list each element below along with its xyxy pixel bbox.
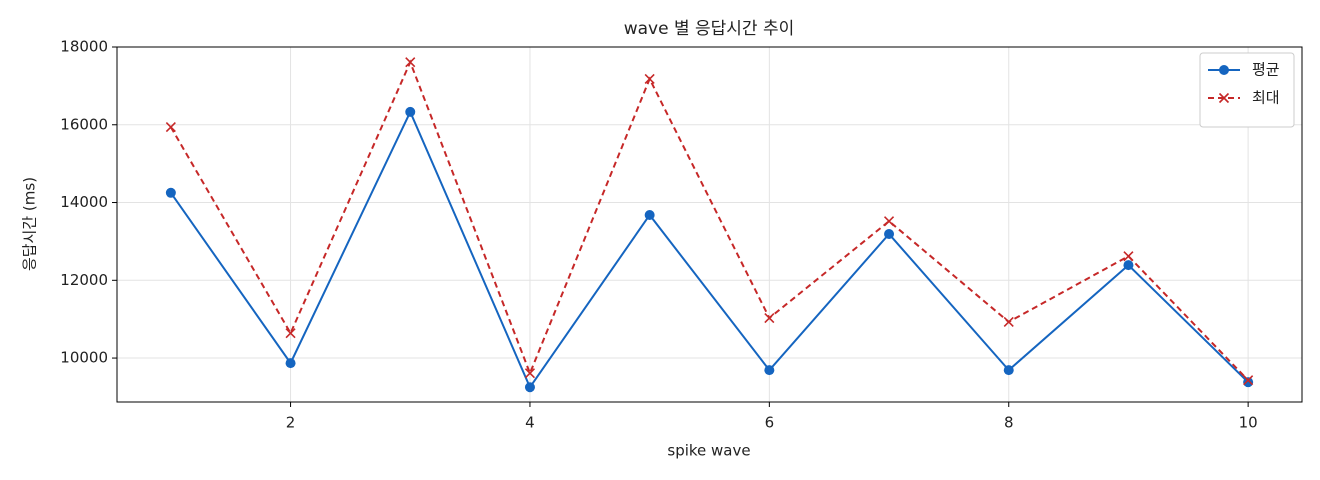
x-tick-label: 4 bbox=[525, 414, 535, 432]
y-tick-label: 18000 bbox=[60, 38, 108, 56]
marker bbox=[1243, 375, 1254, 386]
chart-title: wave 별 응답시간 추이 bbox=[624, 19, 795, 39]
marker bbox=[883, 216, 895, 227]
marker bbox=[524, 368, 536, 379]
marker bbox=[1003, 316, 1014, 327]
marker bbox=[884, 229, 895, 240]
y-tick-label: 14000 bbox=[60, 193, 108, 211]
y-tick-label: 12000 bbox=[60, 271, 108, 289]
y-axis-label: 응답시간 (ms) bbox=[21, 177, 39, 271]
marker bbox=[165, 187, 176, 198]
legend-label: 평균 bbox=[1252, 61, 1280, 79]
legend-marker bbox=[1218, 92, 1230, 104]
legend-box bbox=[1199, 52, 1295, 128]
marker bbox=[1243, 377, 1254, 388]
marker bbox=[644, 209, 655, 220]
x-tick-label: 8 bbox=[1004, 414, 1014, 432]
series-line bbox=[170, 109, 1249, 390]
marker bbox=[405, 57, 416, 68]
marker bbox=[285, 358, 296, 369]
legend-marker bbox=[1219, 65, 1229, 75]
marker bbox=[524, 382, 535, 393]
marker bbox=[165, 122, 176, 133]
marker bbox=[405, 106, 416, 117]
legend-label: 최대 bbox=[1252, 89, 1280, 107]
x-tick-label: 2 bbox=[286, 414, 296, 432]
plot-frame bbox=[116, 46, 1303, 403]
x-tick-label: 6 bbox=[765, 414, 775, 432]
marker bbox=[764, 365, 775, 376]
marker bbox=[1123, 260, 1134, 271]
y-tick-label: 16000 bbox=[60, 115, 108, 133]
x-tick-label: 10 bbox=[1239, 414, 1258, 432]
marker bbox=[1123, 251, 1134, 262]
marker bbox=[644, 73, 655, 84]
marker bbox=[764, 312, 775, 324]
marker bbox=[285, 328, 296, 339]
x-axis-label: spike wave bbox=[667, 442, 750, 460]
y-tick-label: 10000 bbox=[60, 349, 108, 367]
marker bbox=[1003, 365, 1014, 376]
series-line bbox=[169, 59, 1249, 381]
